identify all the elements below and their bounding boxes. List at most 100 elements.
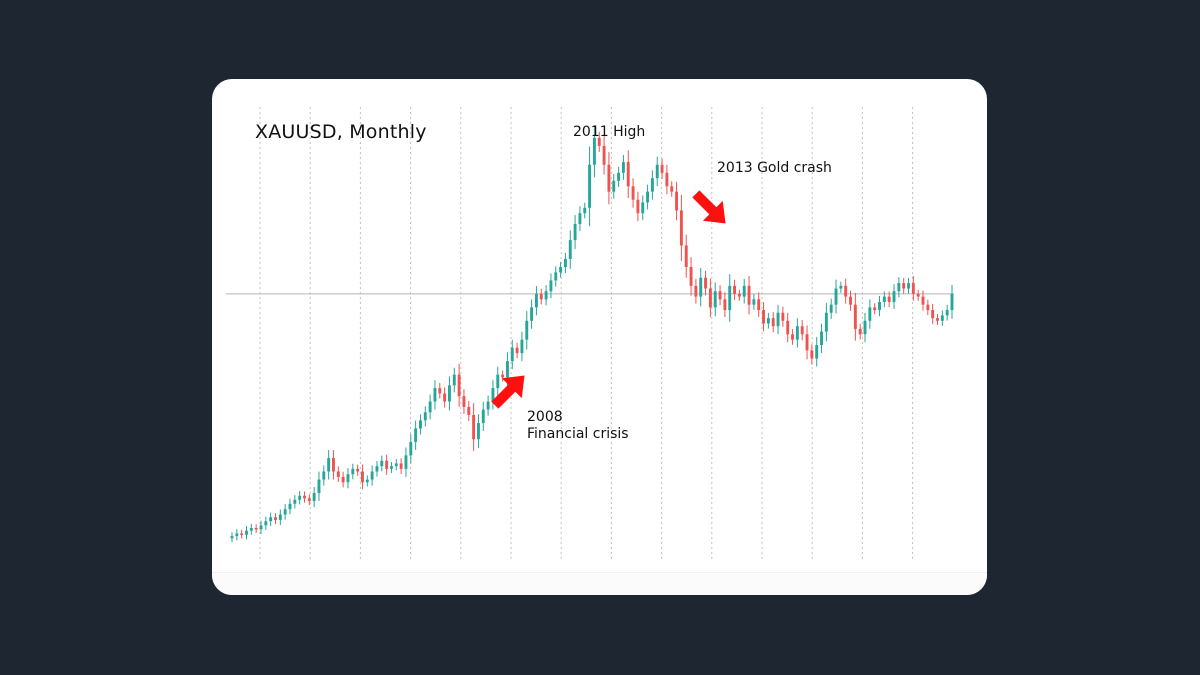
candle-body — [501, 374, 505, 378]
candle-body — [810, 350, 814, 359]
candle-body — [307, 498, 311, 502]
candle-body — [892, 291, 896, 302]
candle-body — [274, 517, 277, 520]
candle-body — [476, 423, 480, 440]
candle-body — [293, 499, 297, 504]
arrow-up-icon — [491, 375, 525, 409]
candle-body — [824, 312, 828, 332]
candle-body — [472, 415, 476, 440]
arrow-down-icon — [692, 190, 726, 224]
candle-body — [950, 293, 954, 311]
candle-body — [679, 210, 683, 246]
candle-body — [839, 285, 843, 289]
candle-body — [549, 280, 553, 292]
candle-body — [762, 310, 765, 324]
candle-body — [467, 406, 471, 415]
candle-body — [534, 293, 538, 308]
candle-body — [863, 320, 867, 335]
candle-body — [708, 288, 712, 308]
candle-body — [757, 299, 761, 311]
candle-body — [578, 213, 582, 224]
candle-body — [728, 285, 732, 311]
candle-body — [515, 347, 519, 354]
chart-title: XAUUSD, Monthly — [255, 121, 427, 143]
candle-body — [481, 409, 485, 424]
candle-body — [786, 320, 790, 335]
candle-body — [699, 277, 703, 297]
candle-body — [317, 479, 321, 494]
candle-body — [945, 310, 949, 316]
candle-body — [733, 285, 736, 294]
candle-body — [312, 493, 316, 502]
candle-body — [563, 258, 567, 267]
candle-body — [583, 207, 587, 214]
candle-body — [931, 310, 935, 319]
candle-body — [428, 401, 432, 413]
candle-body — [849, 296, 852, 305]
candle-body — [747, 285, 751, 305]
candle-body — [684, 245, 688, 267]
candle-body — [660, 164, 664, 173]
candle-body — [650, 178, 654, 192]
candle-body — [322, 471, 326, 480]
candle-body — [636, 199, 640, 214]
candle-body — [341, 476, 345, 483]
candle-body — [612, 180, 616, 192]
candle-body — [781, 312, 785, 321]
candle-body — [433, 388, 437, 402]
candle-body — [766, 318, 770, 324]
candle-body — [655, 164, 659, 179]
candle-body — [752, 299, 756, 305]
candle-body — [815, 345, 819, 359]
candle-body — [723, 299, 727, 311]
candle-body — [303, 495, 306, 499]
candle-body — [361, 471, 364, 483]
candle-body — [240, 533, 244, 535]
candle-body — [259, 525, 263, 530]
candle-body — [336, 471, 340, 477]
candle-body — [887, 296, 891, 302]
candle-body — [795, 326, 799, 340]
candle-body — [588, 164, 592, 208]
candle-body — [940, 315, 944, 321]
candle-body — [573, 223, 577, 241]
candle-body — [878, 301, 881, 311]
annotation-2008-text: Financial crisis — [527, 426, 629, 442]
candle-body — [269, 517, 273, 522]
candle-body — [834, 288, 838, 305]
candle-body — [448, 385, 451, 402]
candle-body — [457, 374, 461, 397]
candle-body — [907, 283, 910, 289]
candle-body — [868, 307, 872, 321]
candle-body — [568, 240, 572, 259]
candle-body — [936, 318, 939, 321]
candle-body — [641, 202, 645, 214]
candlestick-chart — [226, 107, 954, 561]
candle-body — [626, 162, 630, 187]
candle-body — [375, 466, 379, 472]
candle-body — [911, 283, 915, 294]
candle-body — [853, 304, 857, 329]
candle-body — [409, 441, 413, 456]
candle-body — [278, 514, 282, 520]
candle-body — [617, 172, 621, 181]
candle-body — [771, 318, 775, 327]
candle-body — [621, 162, 625, 173]
annotation-2011-high: 2011 High — [573, 124, 646, 140]
candle-body — [288, 503, 292, 510]
candle-body — [544, 291, 548, 300]
candle-body — [283, 509, 287, 515]
candle-body — [505, 361, 509, 378]
candle-body — [486, 401, 490, 410]
candle-body — [737, 293, 741, 297]
candle-body — [776, 312, 780, 327]
candle-body — [380, 460, 384, 467]
candle-body — [230, 536, 234, 539]
annotation-2013-gold-crash: 2013 Gold crash — [717, 160, 832, 176]
candle-body — [607, 164, 611, 192]
candle-body — [592, 137, 596, 165]
candle-body — [443, 393, 447, 402]
candle-body — [327, 458, 331, 472]
candle-body — [646, 191, 650, 203]
candle-body — [713, 291, 717, 308]
